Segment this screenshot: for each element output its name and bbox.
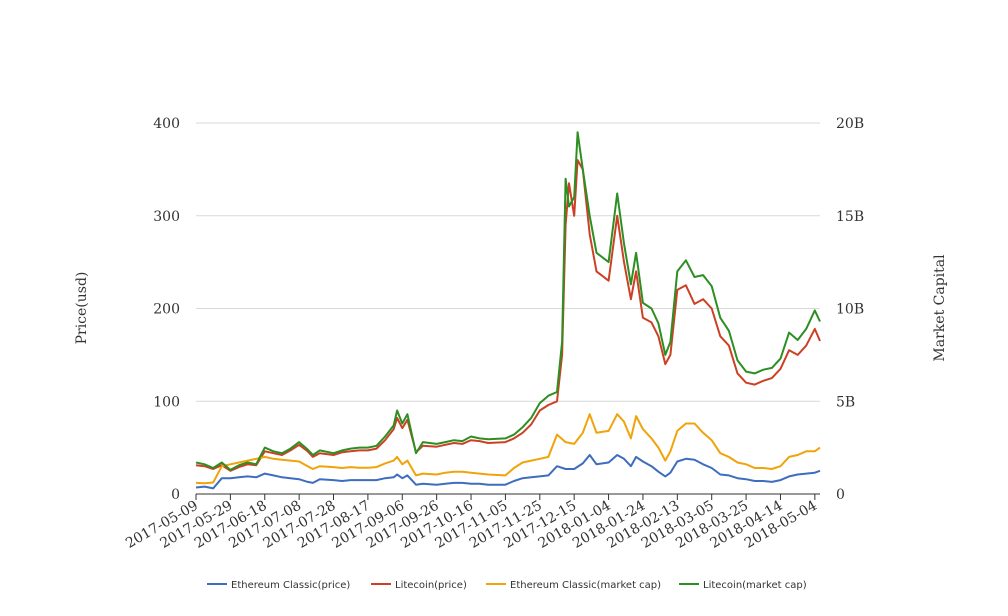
y-right-tick-label: 10B — [836, 302, 864, 318]
legend-label: Litecoin(market cap) — [703, 580, 807, 591]
y-left-tick-label: 300 — [153, 209, 180, 225]
series-lines — [195, 131, 821, 490]
y-left-tick-label: 0 — [171, 487, 180, 503]
y-axis-left-title: Price(usd) — [74, 272, 90, 345]
y-axis-right-title: Market Capital — [932, 254, 948, 362]
y-right-tick-label: 15B — [836, 209, 864, 225]
gridlines — [196, 122, 820, 402]
axes: 010020030040005B10B15B20B2017-05-092017-… — [123, 116, 864, 552]
legend-label: Litecoin(price) — [395, 580, 467, 591]
legend-label: Ethereum Classic(price) — [231, 580, 350, 591]
legend: Ethereum Classic(price) Litecoin(price) Et… — [207, 580, 807, 591]
y-right-tick-label: 20B — [836, 116, 864, 132]
legend-label: Ethereum Classic(market cap) — [510, 580, 661, 591]
series-line-1 — [195, 454, 821, 490]
y-right-tick-label: 0 — [836, 487, 845, 503]
series-line-4 — [195, 131, 821, 471]
y-left-tick-label: 200 — [153, 302, 180, 318]
series-line-3 — [195, 413, 821, 485]
y-left-tick-label: 400 — [153, 116, 180, 132]
y-left-tick-label: 100 — [153, 394, 180, 410]
y-right-tick-label: 5B — [836, 394, 855, 410]
series-line-2 — [195, 159, 821, 472]
